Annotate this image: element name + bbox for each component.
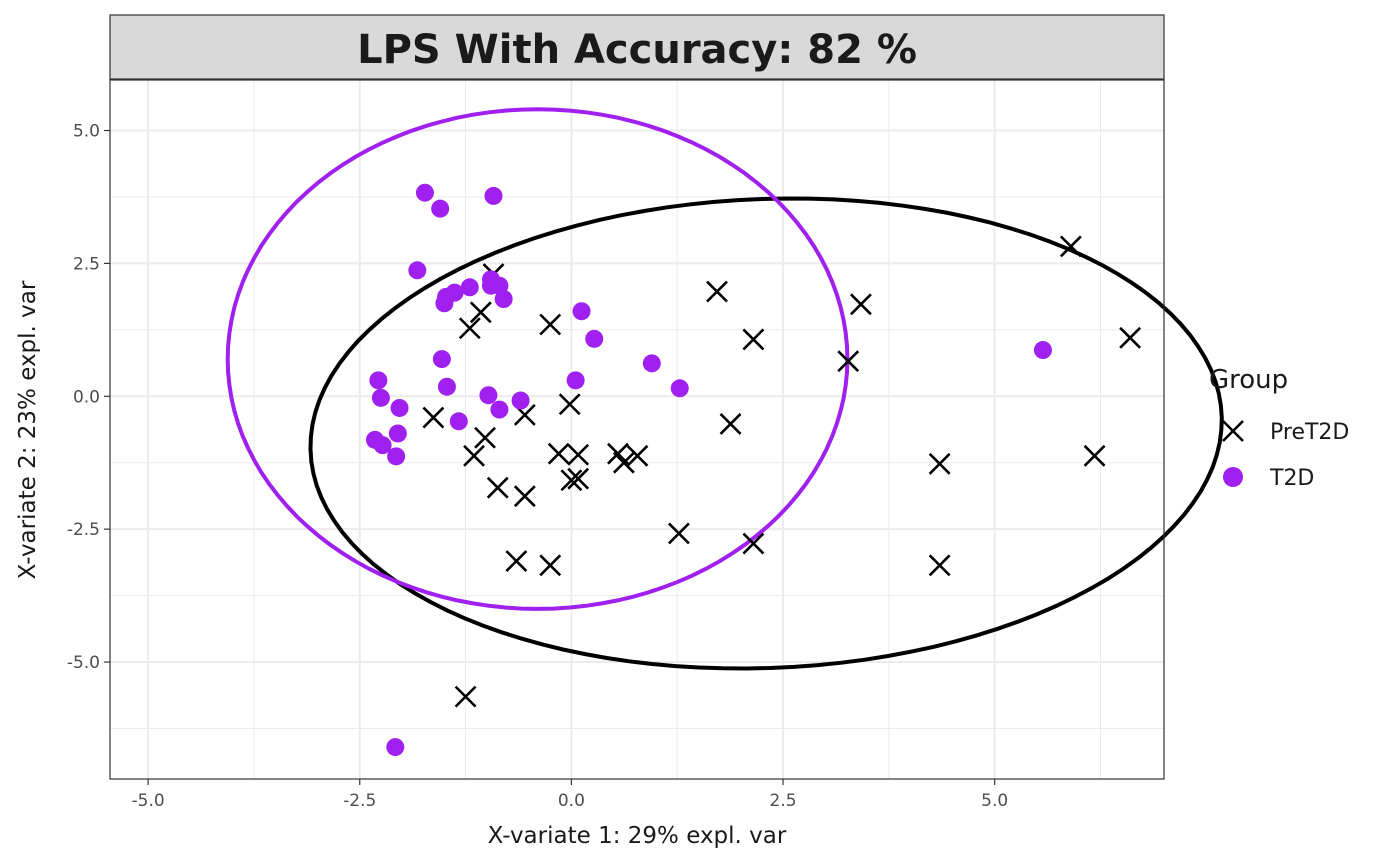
point-t2d [390, 398, 409, 417]
point-t2d [1033, 341, 1052, 360]
point-t2d [435, 294, 454, 313]
legend-key-t2d [1223, 467, 1243, 487]
point-t2d [642, 354, 661, 373]
legend-label: PreT2D [1270, 420, 1349, 445]
point-t2d [431, 199, 450, 218]
legend-title: Group [1209, 365, 1288, 395]
point-pret2d [928, 554, 951, 577]
y-tick-label: 5.0 [73, 121, 100, 141]
point-t2d [479, 386, 498, 405]
x-axis-title: X-variate 1: 29% expl. var [488, 823, 787, 849]
point-pret2d [469, 301, 492, 324]
point-t2d [388, 424, 407, 443]
legend-item-t2d: T2D [1223, 466, 1314, 491]
point-t2d [415, 183, 434, 202]
point-pret2d [539, 313, 562, 336]
y-tick-label: -5.0 [67, 653, 100, 673]
point-t2d [490, 400, 509, 419]
point-pret2d [558, 393, 581, 416]
legend: Group PreT2D T2D [1209, 365, 1349, 491]
point-t2d [566, 371, 585, 390]
y-axis: 5.0 2.5 0.0 -2.5 -5.0 [67, 121, 110, 673]
chart-title: LPS With Accuracy: 82 % [357, 27, 917, 73]
point-t2d [386, 738, 405, 757]
point-t2d [484, 186, 503, 205]
plot-border [109, 79, 1165, 780]
point-pret2d [567, 467, 590, 490]
point-pret2d [719, 412, 742, 435]
point-pret2d [742, 328, 765, 351]
point-pret2d [1083, 444, 1106, 467]
point-t2d [408, 261, 427, 280]
point-pret2d [1059, 235, 1082, 258]
data-points [365, 183, 1142, 757]
legend-item-pret2d: PreT2D [1222, 420, 1349, 445]
point-t2d [585, 329, 604, 348]
point-pret2d [928, 452, 951, 475]
point-pret2d [486, 476, 509, 499]
point-t2d [460, 278, 479, 297]
x-tick-label: 5.0 [981, 791, 1008, 811]
grid-lines [110, 80, 1164, 779]
point-pret2d [513, 485, 536, 508]
legend-key-pret2d [1222, 420, 1244, 442]
point-pret2d [505, 550, 528, 572]
plot-panel [110, 80, 1164, 779]
point-pret2d [560, 469, 583, 492]
x-tick-label: -2.5 [343, 791, 376, 811]
point-pret2d [1119, 326, 1142, 349]
point-t2d [670, 379, 689, 398]
point-pret2d [667, 522, 690, 545]
x-tick-label: -5.0 [132, 791, 165, 811]
point-pret2d [706, 280, 728, 303]
point-t2d [369, 371, 388, 390]
point-t2d [387, 447, 406, 466]
y-tick-label: 0.0 [73, 387, 100, 407]
point-pret2d [454, 685, 477, 708]
y-axis-title: X-variate 2: 23% expl. var [15, 280, 41, 579]
ellipse-t2d [225, 107, 850, 611]
point-t2d [511, 391, 530, 410]
point-t2d [371, 388, 390, 407]
confidence-ellipses [225, 107, 1224, 671]
point-pret2d [539, 554, 562, 577]
y-tick-label: -2.5 [67, 520, 100, 540]
ellipse-pret2d [308, 196, 1224, 671]
x-axis: -5.0 -2.5 0.0 2.5 5.0 [132, 779, 1008, 811]
legend-label: T2D [1269, 466, 1314, 491]
point-t2d [494, 290, 513, 309]
point-pret2d [837, 350, 860, 373]
point-pret2d [458, 317, 481, 340]
point-pret2d [742, 532, 765, 555]
point-pret2d [463, 444, 485, 467]
point-t2d [572, 302, 591, 321]
point-pret2d [567, 443, 590, 466]
point-pret2d [547, 442, 570, 465]
title-strip [109, 14, 1165, 80]
point-pret2d [422, 406, 445, 429]
point-pret2d [850, 293, 872, 316]
point-pret2d [626, 444, 649, 467]
point-pret2d [612, 451, 635, 474]
point-pret2d [474, 426, 496, 449]
point-t2d [437, 377, 456, 396]
y-tick-label: 2.5 [73, 254, 100, 274]
x-tick-label: 0.0 [558, 791, 585, 811]
point-t2d [373, 436, 392, 455]
point-t2d [449, 412, 468, 431]
x-tick-label: 2.5 [770, 791, 797, 811]
point-t2d [432, 350, 451, 369]
